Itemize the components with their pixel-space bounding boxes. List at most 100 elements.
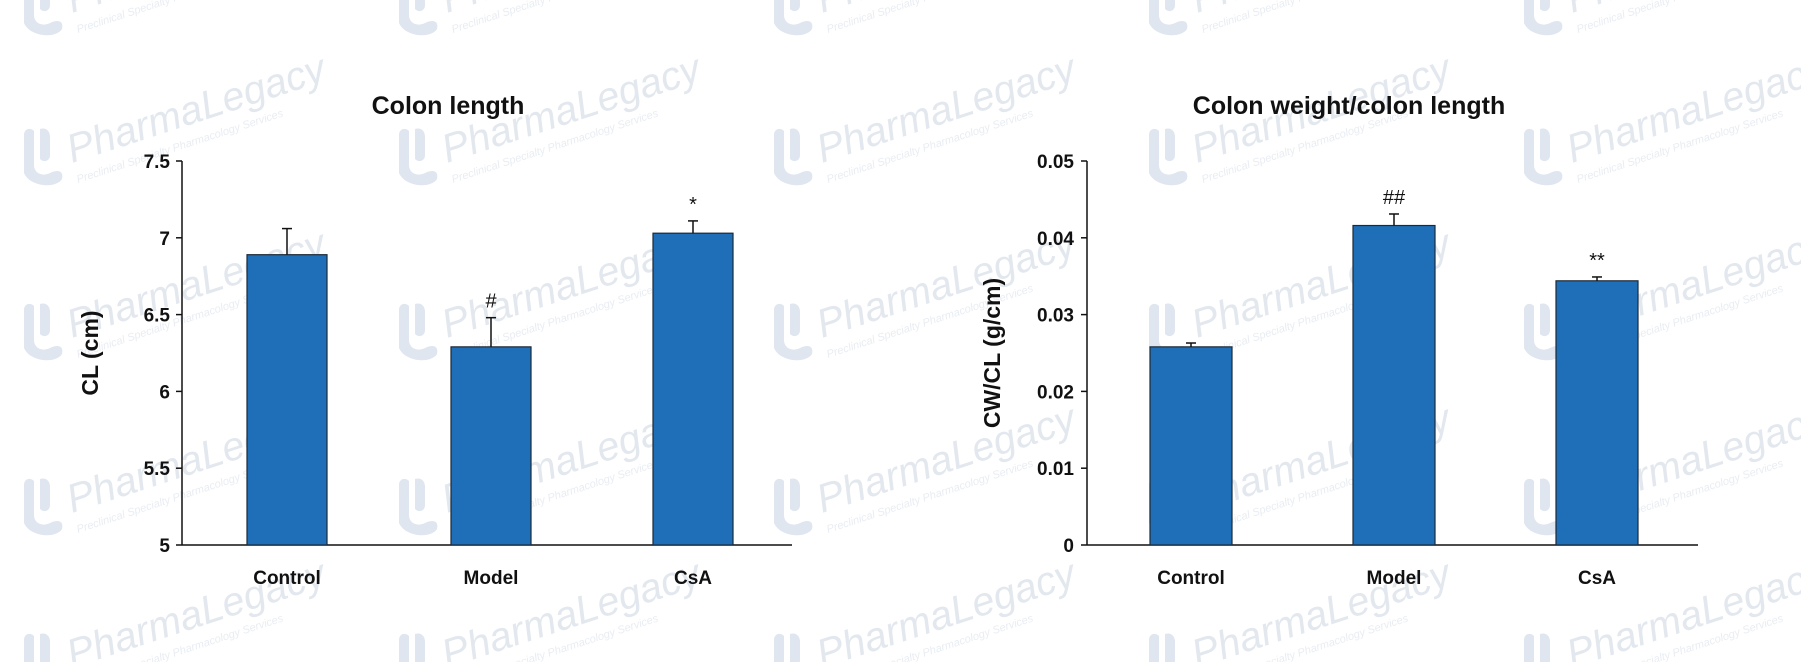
- chart-title: Colon length: [372, 92, 525, 120]
- pharmalegacy-logo-icon: [1149, 128, 1188, 186]
- x-tick-label: Control: [253, 568, 321, 589]
- watermark-brand-italic: Legacy: [1694, 46, 1801, 129]
- x-tick-label: Control: [1157, 568, 1225, 589]
- pharmalegacy-logo-mark: [1540, 0, 1550, 12]
- y-tick-label: 5.5: [144, 459, 171, 480]
- bar-model: [1352, 224, 1436, 546]
- y-tick-label: 7.5: [144, 152, 171, 173]
- pharmalegacy-logo-mark: [1165, 633, 1175, 662]
- y-axis-label: CW/CL (g/cm): [979, 278, 1005, 428]
- pharmalegacy-logo-mark: [40, 128, 50, 162]
- pharmalegacy-logo-mark: [415, 0, 425, 12]
- pharmalegacy-logo-icon: [1149, 633, 1159, 662]
- pharmalegacy-logo-mark: [1165, 0, 1175, 12]
- watermark-brand-italic: Legacy: [1694, 396, 1801, 479]
- pharmalegacy-logo-icon: [399, 303, 438, 361]
- y-tick-label: 0: [1063, 536, 1074, 557]
- pharmalegacy-logo-icon: [1149, 303, 1188, 361]
- significance-marker: **: [1589, 250, 1605, 272]
- bar-model: [450, 346, 532, 546]
- pharmalegacy-logo-icon: [24, 633, 34, 662]
- y-tick-label: 7: [159, 229, 170, 250]
- pharmalegacy-logo-mark: [415, 128, 425, 162]
- pharmalegacy-logo-mark: [40, 478, 50, 512]
- pharmalegacy-logo-icon: [1524, 128, 1563, 186]
- pharmalegacy-logo-icon: [399, 478, 438, 536]
- x-tick-label: CsA: [1578, 568, 1616, 589]
- pharmalegacy-logo-mark: [1540, 303, 1550, 337]
- pharmalegacy-logo-mark: [415, 303, 425, 337]
- pharmalegacy-logo-icon: [774, 303, 813, 361]
- pharmalegacy-logo-mark: [1165, 303, 1175, 337]
- pharmalegacy-logo-mark: [1540, 633, 1550, 662]
- bar-control: [1149, 346, 1233, 546]
- pharmalegacy-logo-mark: [415, 633, 425, 662]
- pharmalegacy-logo-mark: [790, 303, 800, 337]
- y-axis-label: CL (cm): [77, 310, 103, 395]
- significance-marker: *: [689, 194, 697, 216]
- pharmalegacy-logo-mark: [1540, 478, 1550, 512]
- watermark-brand: PharmaLegacy: [1561, 46, 1801, 172]
- bar-csa: [652, 232, 734, 546]
- pharmalegacy-logo-icon: [774, 0, 813, 36]
- chart-title: Colon weight/colon length: [1193, 92, 1505, 120]
- pharmalegacy-logo-icon: [24, 128, 63, 186]
- pharmalegacy-logo-icon: [399, 0, 438, 36]
- pharmalegacy-logo-mark: [40, 633, 50, 662]
- pharmalegacy-logo-icon: [1149, 0, 1188, 36]
- pharmalegacy-logo-icon: [1524, 0, 1563, 36]
- x-tick-label: Model: [1367, 568, 1422, 589]
- pharmalegacy-logo-icon: [24, 478, 63, 536]
- chart-panel-2: Colon weight/colon length 0 0.01 0.02 0.03 0.…: [979, 92, 1698, 589]
- significance-marker: #: [485, 291, 497, 313]
- pharmalegacy-logo-icon: [1524, 478, 1563, 536]
- pharmalegacy-logo-icon: [24, 303, 63, 361]
- pharmalegacy-logo-mark: [790, 633, 800, 662]
- watermark-brand: PharmaLegacy: [61, 46, 333, 172]
- pharmalegacy-logo-mark: [1165, 128, 1175, 162]
- y-tick-label: 0.01: [1037, 459, 1074, 480]
- pharmalegacy-logo-mark: [790, 128, 800, 162]
- pharmalegacy-logo-icon: [774, 128, 813, 186]
- pharmalegacy-logo-icon: [774, 478, 813, 536]
- pharmalegacy-logo-mark: [40, 303, 50, 337]
- pharmalegacy-logo-mark: [790, 0, 800, 12]
- y-tick-label: 0.03: [1037, 306, 1074, 327]
- watermark-brand-italic: Legacy: [1694, 221, 1801, 304]
- watermark-brand-italic: Legacy: [1694, 551, 1801, 634]
- pharmalegacy-logo-icon: [1524, 633, 1534, 662]
- pharmalegacy-logo-icon: [24, 0, 63, 36]
- pharmalegacy-logo-icon: [399, 633, 409, 662]
- chart-panel-1: Colon length 5 5.5 6 6.5 7 7.5 CL (cm) Control # M…: [77, 92, 792, 589]
- x-tick-label: CsA: [674, 568, 712, 589]
- pharmalegacy-logo-mark: [40, 0, 50, 12]
- bar-control: [246, 254, 328, 546]
- y-tick-label: 6.5: [144, 306, 171, 327]
- y-tick-label: 0.05: [1037, 152, 1074, 173]
- pharmalegacy-logo-mark: [1540, 128, 1550, 162]
- significance-marker: ##: [1383, 187, 1406, 209]
- pharmalegacy-logo-icon: [774, 633, 784, 662]
- y-tick-label: 5: [159, 536, 170, 557]
- y-tick-label: 6: [159, 382, 170, 403]
- pharmalegacy-logo-icon: [399, 128, 438, 186]
- bar-csa: [1555, 280, 1639, 546]
- pharmalegacy-logo-mark: [790, 478, 800, 512]
- pharmalegacy-logo-icon: [1524, 303, 1563, 361]
- charts-layer: Colon length 5 5.5 6 6.5 7 7.5 CL (cm) Control # M…: [77, 92, 1698, 589]
- x-tick-label: Model: [464, 568, 519, 589]
- pharmalegacy-logo-mark: [415, 478, 425, 512]
- y-tick-label: 0.04: [1037, 229, 1074, 250]
- y-tick-label: 0.02: [1037, 382, 1074, 403]
